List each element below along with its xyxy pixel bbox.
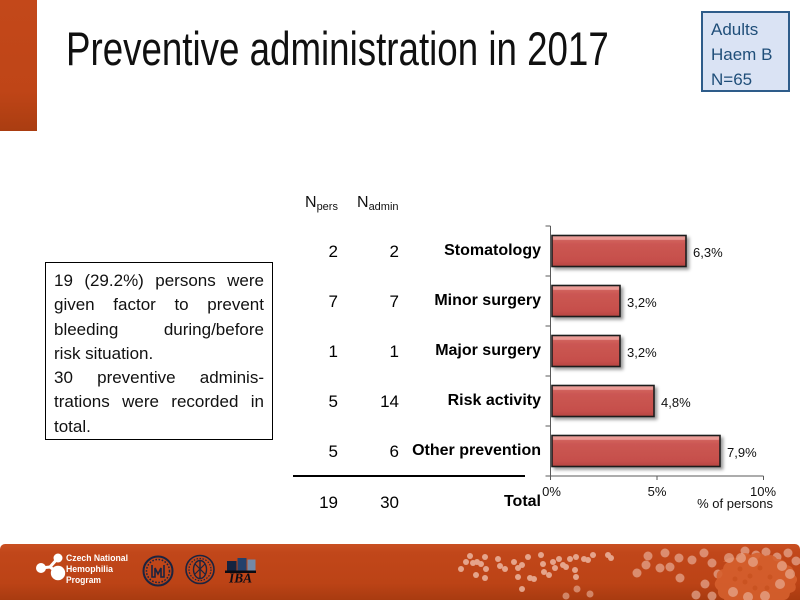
svg-text:IBA: IBA — [228, 572, 252, 587]
svg-text:5%: 5% — [648, 484, 667, 499]
svg-text:7,9%: 7,9% — [727, 445, 757, 460]
svg-text:Czech National: Czech National — [66, 553, 128, 564]
svg-text:Program: Program — [66, 575, 101, 586]
svg-text:10%: 10% — [750, 484, 776, 499]
svg-text:3,2%: 3,2% — [627, 295, 657, 310]
svg-text:3,2%: 3,2% — [627, 345, 657, 360]
svg-text:4,8%: 4,8% — [661, 395, 691, 410]
svg-text:% of persons: % of persons — [697, 496, 773, 511]
svg-text:Hemophilia: Hemophilia — [66, 564, 114, 575]
svg-text:0%: 0% — [542, 484, 561, 499]
svg-text:6,3%: 6,3% — [693, 245, 723, 260]
